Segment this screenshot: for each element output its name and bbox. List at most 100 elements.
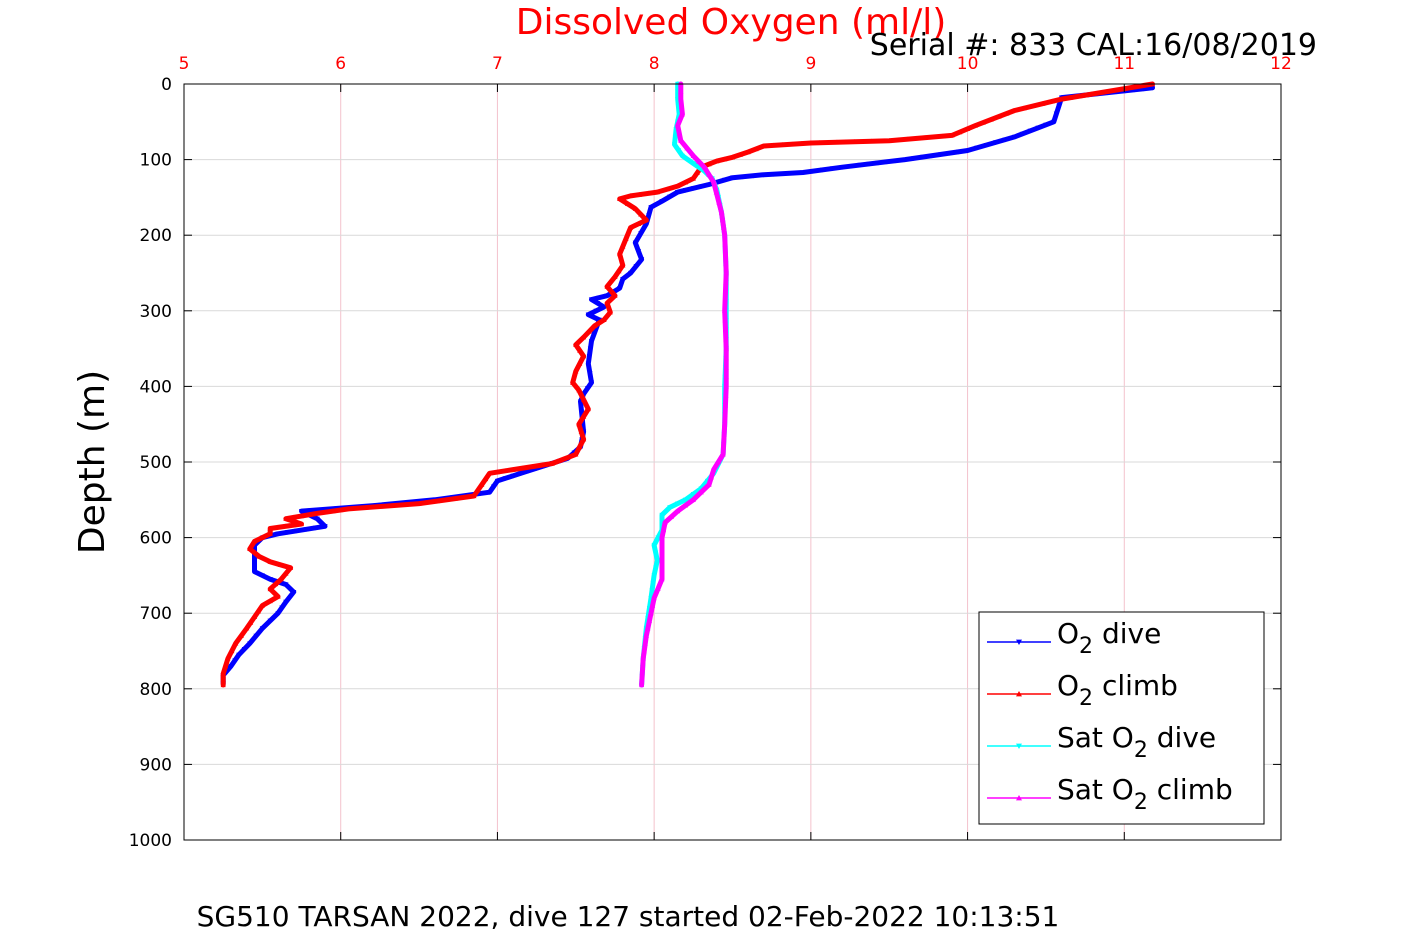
data-point xyxy=(649,603,656,608)
data-point xyxy=(520,465,526,471)
data-point xyxy=(283,523,289,529)
data-point xyxy=(825,139,831,145)
data-point xyxy=(338,507,344,513)
data-point xyxy=(678,88,684,94)
x-tick-label: 6 xyxy=(335,54,346,74)
data-point xyxy=(407,501,413,507)
data-point xyxy=(303,527,309,532)
data-point xyxy=(588,338,595,344)
data-point xyxy=(306,512,312,517)
data-point xyxy=(651,573,657,578)
data-point xyxy=(233,640,239,646)
legend-label: O2 dive xyxy=(1057,617,1161,659)
data-point xyxy=(851,139,857,144)
data-point xyxy=(251,538,258,544)
data-point xyxy=(649,588,655,594)
data-point xyxy=(267,598,273,604)
data-point xyxy=(659,576,665,582)
data-point xyxy=(284,530,291,535)
data-point xyxy=(565,454,571,460)
data-point xyxy=(780,171,787,177)
data-point xyxy=(722,232,728,238)
data-point xyxy=(612,274,618,279)
data-point xyxy=(690,153,696,158)
legend-marker xyxy=(1016,743,1022,749)
data-point xyxy=(974,145,980,151)
y-tick-label: 100 xyxy=(140,151,172,171)
data-point xyxy=(800,170,806,176)
data-point xyxy=(475,487,481,493)
data-point xyxy=(416,500,422,506)
data-point xyxy=(653,550,659,556)
data-point xyxy=(671,142,678,148)
data-point xyxy=(587,371,593,376)
data-point xyxy=(721,225,727,230)
y-tick-label: 1000 xyxy=(129,831,172,851)
data-point xyxy=(275,593,281,599)
data-point xyxy=(510,466,516,472)
data-point xyxy=(690,175,696,181)
data-point xyxy=(275,611,281,616)
data-point xyxy=(701,164,707,170)
data-point xyxy=(1040,101,1046,106)
data-point xyxy=(682,502,689,508)
legend-entry: Sat O2 climb xyxy=(987,773,1233,815)
data-point xyxy=(877,138,884,144)
data-point xyxy=(278,576,284,582)
data-point xyxy=(314,510,320,516)
data-point xyxy=(875,160,881,166)
legend-entry: Sat O2 dive xyxy=(987,721,1216,763)
data-point xyxy=(715,459,721,465)
data-point xyxy=(678,104,685,109)
y-tick-label: 200 xyxy=(140,226,172,246)
data-point xyxy=(723,355,729,361)
data-point xyxy=(584,386,591,391)
data-point xyxy=(980,119,986,125)
data-point xyxy=(586,328,592,334)
data-point xyxy=(722,156,728,162)
chart-grid xyxy=(183,83,1282,841)
data-point xyxy=(698,489,704,495)
data-point xyxy=(706,161,712,167)
data-point xyxy=(676,130,682,136)
data-point xyxy=(639,682,645,688)
data-point xyxy=(259,603,265,608)
data-point xyxy=(502,468,508,473)
y-tick-label: 800 xyxy=(140,680,172,700)
legend-box xyxy=(978,611,1265,825)
data-point xyxy=(354,505,360,511)
data-point xyxy=(706,172,712,177)
series-layer xyxy=(220,81,1156,688)
data-point xyxy=(723,393,729,398)
data-point xyxy=(576,421,582,427)
data-point xyxy=(577,347,583,353)
data-point xyxy=(277,562,283,567)
data-point xyxy=(790,170,796,176)
data-point xyxy=(635,248,642,254)
data-point xyxy=(829,166,836,172)
data-point xyxy=(722,298,728,304)
data-point xyxy=(956,149,962,155)
data-point xyxy=(591,323,598,328)
chart-axes: 5 6 7 8 9 10 11 12 0 100 200 300 400 500 600 700 800 900 1… xyxy=(129,54,1292,851)
data-point xyxy=(267,586,273,592)
data-point xyxy=(722,177,728,183)
data-point xyxy=(617,196,623,201)
data-point xyxy=(718,209,725,215)
data-point xyxy=(486,490,493,495)
data-point xyxy=(938,152,944,158)
data-point xyxy=(225,655,231,661)
data-point xyxy=(753,146,759,152)
x-tick-label: 10 xyxy=(957,54,979,74)
data-point xyxy=(770,142,776,148)
data-point xyxy=(620,262,626,268)
data-point xyxy=(964,126,971,131)
data-point xyxy=(640,664,646,670)
x-tick-label: 9 xyxy=(805,54,816,74)
data-point xyxy=(646,213,652,219)
data-point xyxy=(1002,137,1008,143)
data-point xyxy=(643,633,649,638)
x-tick-label: 7 xyxy=(492,54,503,74)
y-tick-label: 300 xyxy=(140,302,172,322)
data-point xyxy=(729,175,736,181)
